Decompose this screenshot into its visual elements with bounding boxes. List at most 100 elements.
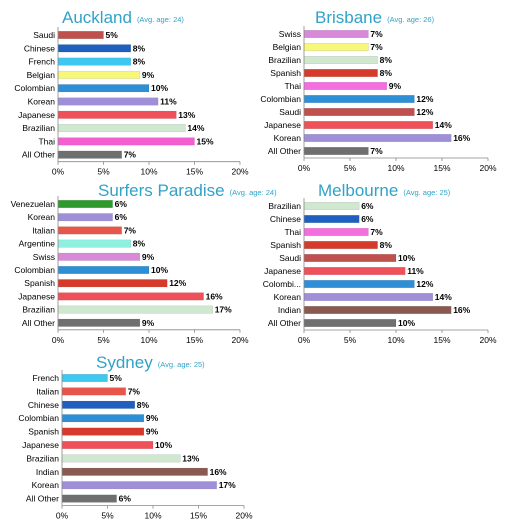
data-label: 9%	[389, 81, 402, 91]
bar	[61, 467, 208, 476]
chart-subtitle: (Avg. age: 26)	[387, 15, 434, 24]
x-tick-label: 0%	[52, 335, 65, 345]
bar	[57, 239, 132, 248]
bar	[61, 414, 145, 423]
x-tick-label: 5%	[344, 335, 357, 345]
data-label: 14%	[435, 292, 452, 302]
bar	[57, 200, 113, 208]
chart-subtitle: (Avg. age: 24)	[230, 188, 277, 197]
category-label: Italian	[32, 225, 55, 235]
data-label: 5%	[110, 373, 123, 383]
category-label: Japanese	[18, 291, 55, 301]
category-label: Brazilian	[268, 201, 301, 211]
x-tick-label: 0%	[52, 167, 65, 177]
data-label: 15%	[197, 136, 214, 146]
data-label: 7%	[370, 42, 383, 52]
data-label: 7%	[124, 225, 137, 235]
bar	[303, 108, 415, 116]
category-label: Brazilian	[268, 55, 301, 65]
category-label: Spanish	[24, 278, 55, 288]
x-tick-label: 20%	[231, 167, 248, 177]
bar	[61, 387, 126, 396]
data-label: 8%	[380, 68, 393, 78]
data-label: 10%	[151, 83, 168, 93]
data-label: 8%	[133, 43, 146, 53]
data-label: 12%	[416, 94, 433, 104]
category-label: Spanish	[270, 68, 301, 78]
data-label: 9%	[142, 70, 155, 80]
data-label: 8%	[133, 57, 146, 67]
data-label: 10%	[398, 253, 415, 263]
data-label: 12%	[416, 279, 433, 289]
category-label: Korean	[274, 133, 302, 143]
data-label: 7%	[128, 386, 141, 396]
data-label: 10%	[151, 265, 168, 275]
bar	[303, 319, 397, 327]
category-label: French	[29, 57, 56, 67]
bar	[57, 70, 141, 79]
x-tick-label: 20%	[235, 511, 252, 521]
category-label: Spanish	[28, 427, 59, 437]
data-label: 8%	[380, 240, 393, 250]
x-tick-label: 5%	[97, 335, 110, 345]
x-tick-label: 20%	[479, 163, 496, 173]
bar	[303, 202, 360, 210]
category-label: Venezuelan	[11, 199, 56, 209]
category-label: Brazilian	[26, 453, 59, 463]
data-label: 8%	[380, 55, 393, 65]
bar	[57, 266, 150, 274]
bar	[57, 137, 195, 146]
bar	[57, 44, 132, 53]
bar	[303, 254, 397, 262]
category-label: All Other	[22, 150, 55, 160]
bar	[57, 252, 141, 261]
x-tick-label: 10%	[387, 163, 404, 173]
bar	[57, 110, 177, 119]
data-label: 14%	[187, 123, 204, 133]
x-tick-label: 15%	[186, 167, 203, 177]
x-tick-label: 5%	[101, 511, 114, 521]
category-label: Korean	[32, 480, 60, 490]
data-label: 13%	[182, 453, 199, 463]
bar	[61, 400, 136, 409]
x-tick-label: 20%	[231, 335, 248, 345]
bar	[57, 31, 104, 39]
data-label: 6%	[361, 214, 374, 224]
data-label: 7%	[370, 227, 383, 237]
category-label: Swiss	[279, 29, 301, 39]
data-label: 12%	[169, 278, 186, 288]
bar	[303, 215, 360, 223]
category-label: All Other	[268, 318, 301, 328]
x-tick-label: 0%	[56, 511, 69, 521]
category-label: Japanese	[264, 120, 301, 130]
category-label: Thai	[38, 136, 55, 146]
bar	[303, 267, 406, 275]
bar	[303, 293, 434, 301]
bar	[303, 43, 369, 51]
category-label: Colombian	[18, 413, 59, 423]
x-tick-label: 5%	[344, 163, 357, 173]
category-label: Indian	[36, 467, 59, 477]
data-label: 16%	[453, 133, 470, 143]
bar	[57, 213, 113, 222]
bar	[303, 121, 434, 129]
category-label: Italian	[36, 386, 59, 396]
bar	[57, 57, 132, 66]
bar	[61, 494, 117, 503]
data-label: 16%	[210, 467, 227, 477]
bar	[61, 481, 217, 490]
bar	[303, 30, 369, 38]
data-label: 16%	[206, 291, 223, 301]
x-tick-label: 15%	[190, 511, 207, 521]
data-label: 8%	[137, 400, 150, 410]
bar	[57, 318, 141, 327]
bar	[303, 228, 369, 236]
category-label: Swiss	[33, 252, 55, 262]
category-label: Japanese	[18, 110, 55, 120]
data-label: 14%	[435, 120, 452, 130]
chart-subtitle: (Avg. age: 25)	[403, 188, 450, 197]
x-tick-label: 5%	[97, 167, 110, 177]
data-label: 7%	[124, 150, 137, 160]
bar	[57, 84, 150, 93]
category-label: Saudi	[279, 253, 301, 263]
